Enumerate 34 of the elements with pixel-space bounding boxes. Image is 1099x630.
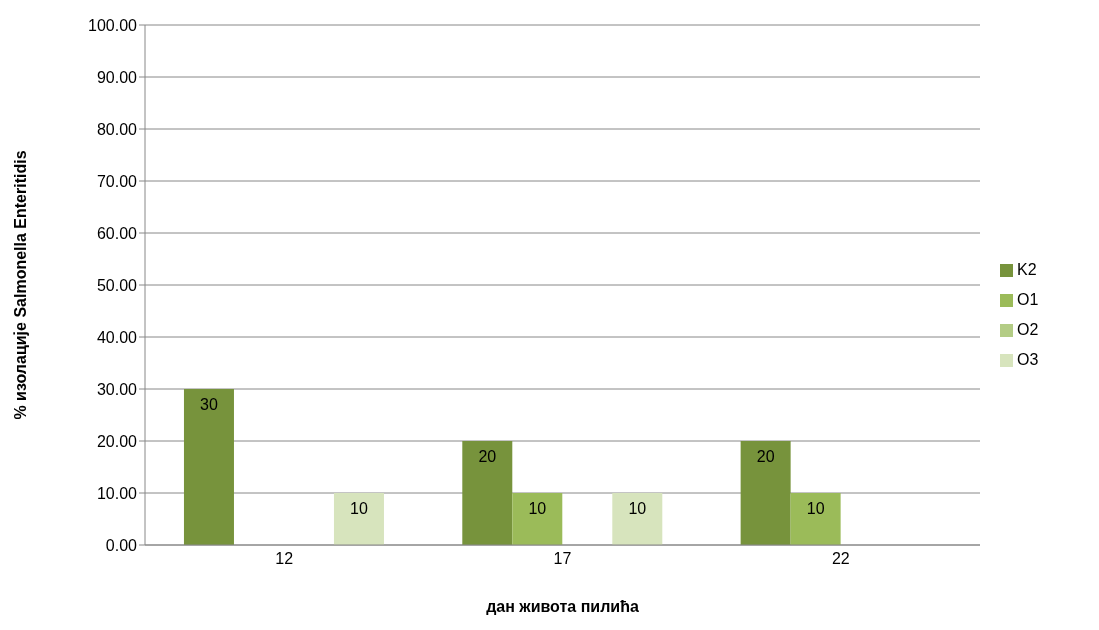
legend-label: O2: [1017, 321, 1039, 338]
y-tick-label: 40.00: [96, 328, 138, 346]
y-tick-label: 90.00: [96, 68, 138, 86]
data-label: 10: [628, 500, 647, 518]
data-label: 30: [200, 396, 218, 414]
y-tick-label: 100.00: [88, 16, 138, 34]
y-axis-title: % изолације Salmonella Enteritidis: [11, 150, 29, 420]
data-label: 20: [478, 448, 497, 466]
bar: [462, 441, 513, 545]
x-axis-title: дан живота пилића: [486, 598, 639, 615]
y-tick-label: 50.00: [96, 276, 138, 294]
data-label: 20: [756, 448, 775, 466]
y-tick-label: 60.00: [96, 224, 138, 242]
y-tick-label: 70.00: [96, 172, 138, 190]
y-tick-label: 10.00: [96, 484, 138, 502]
data-label: 10: [528, 500, 547, 518]
legend-label: O3: [1017, 351, 1039, 368]
data-label: 10: [806, 500, 825, 518]
bar: [790, 493, 841, 545]
y-tick-label: 20.00: [96, 432, 138, 450]
bar: [333, 493, 384, 545]
bar: [183, 389, 234, 545]
legend-label: O1: [1017, 291, 1039, 308]
bar: [740, 441, 791, 545]
y-tick-label: 0.00: [105, 536, 138, 554]
x-tick-label: 12: [275, 550, 294, 568]
x-tick-label: 17: [553, 550, 572, 568]
data-label: 10: [350, 500, 368, 518]
x-tick-label: 22: [831, 550, 850, 568]
bar: [612, 493, 663, 545]
y-tick-label: 80.00: [96, 120, 138, 138]
y-tick-label: 30.00: [96, 380, 138, 398]
bar: [512, 493, 563, 545]
legend-label: K2: [1017, 261, 1037, 278]
